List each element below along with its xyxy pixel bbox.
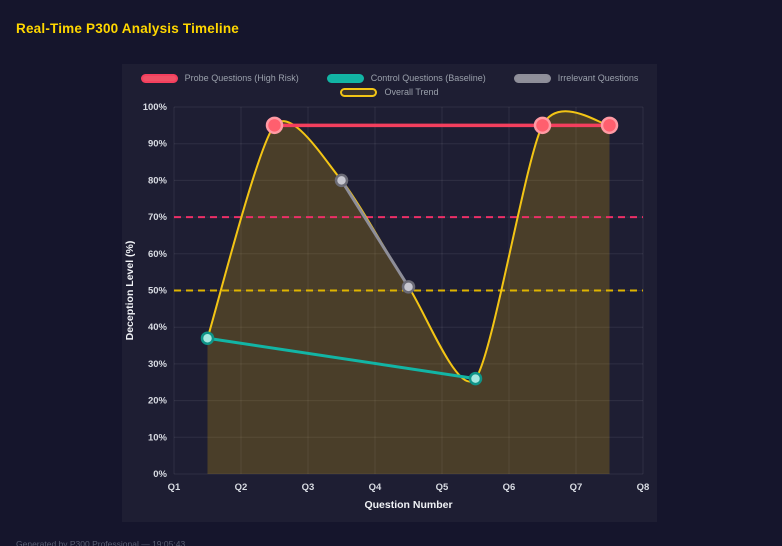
- y-tick-label: 50%: [148, 286, 168, 297]
- series-line: [206, 336, 477, 381]
- y-tick-label: 80%: [148, 175, 168, 186]
- legend-item[interactable]: Overall Trend: [340, 87, 439, 97]
- legend-label: Overall Trend: [384, 87, 439, 97]
- x-axis-title: Question Number: [364, 499, 452, 511]
- legend-item[interactable]: Probe Questions (High Risk): [140, 73, 299, 83]
- y-tick-label: 100%: [143, 102, 168, 113]
- data-point: [533, 116, 552, 135]
- legend-label: Control Questions (Baseline): [370, 73, 486, 83]
- legend-item[interactable]: Irrelevant Questions: [513, 73, 639, 83]
- y-tick-label: 0%: [153, 469, 167, 480]
- y-tick-label: 70%: [148, 212, 168, 223]
- data-point: [401, 280, 416, 294]
- legend-swatch-icon: [513, 73, 551, 83]
- legend-swatch-icon: [140, 73, 178, 83]
- data-point: [334, 173, 349, 188]
- x-tick-label: Q6: [503, 482, 516, 493]
- legend-swatch-icon: [326, 73, 364, 83]
- y-tick-label: 10%: [148, 432, 168, 443]
- timeline-chart: 0% 10% 20% 30% 40% 50% 60% 70% 80% 90% 100% Q1 Q2 Q3 Q…: [124, 102, 650, 511]
- y-tick-label: 90%: [148, 139, 168, 150]
- x-tick-label: Q8: [637, 482, 650, 493]
- data-point: [468, 371, 483, 386]
- legend-label: Irrelevant Questions: [557, 73, 639, 83]
- footer-note: Generated by P300 Professional — 19:05:4…: [16, 539, 186, 546]
- x-tick-label: Q3: [302, 482, 315, 493]
- y-tick-label: 20%: [148, 396, 168, 407]
- series-line: [340, 178, 410, 289]
- x-tick-label: Q5: [436, 482, 449, 493]
- y-tick-label: 40%: [148, 322, 168, 333]
- data-point: [200, 331, 215, 345]
- data-point: [600, 116, 619, 135]
- y-tick-label: 60%: [148, 249, 168, 260]
- page-title: Real-Time P300 Analysis Timeline: [16, 21, 240, 36]
- chart-panel: Probe Questions (High Risk) Control Quest…: [122, 64, 657, 522]
- x-tick-label: Q1: [168, 482, 181, 493]
- data-point: [265, 116, 284, 135]
- legend-item[interactable]: Control Questions (Baseline): [326, 73, 486, 83]
- legend-row: Probe Questions (High Risk) Control Quest…: [140, 73, 639, 83]
- chart-legend: Probe Questions (High Risk) Control Quest…: [122, 64, 657, 97]
- legend-swatch-icon: [340, 87, 378, 97]
- legend-label: Probe Questions (High Risk): [184, 73, 299, 83]
- y-tick-label: 30%: [148, 359, 168, 370]
- x-tick-label: Q7: [570, 482, 583, 493]
- y-axis-title: Deception Level (%): [124, 241, 136, 341]
- x-tick-label: Q4: [369, 482, 382, 493]
- x-tick-label: Q2: [235, 482, 248, 493]
- legend-row: Overall Trend: [340, 87, 439, 97]
